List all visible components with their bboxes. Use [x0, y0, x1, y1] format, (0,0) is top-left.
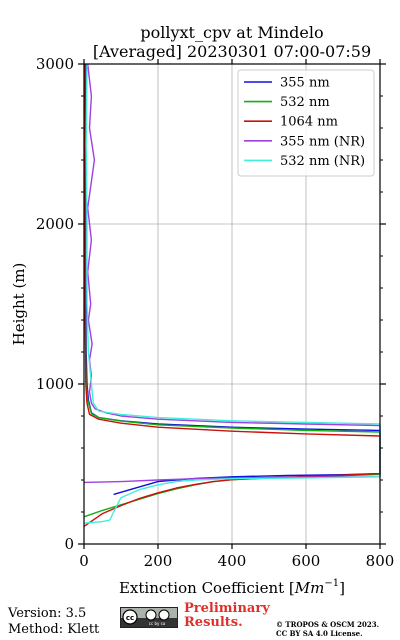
series-line: [83, 63, 381, 484]
cc-icon: [122, 609, 138, 625]
x-tick-label: 0: [79, 552, 89, 570]
copyright-line-2: CC BY SA 4.0 License.: [276, 629, 363, 638]
cc-license-badge: cc cc by sa: [120, 607, 178, 628]
y-tick-label: 0: [64, 535, 74, 553]
x-axis-label-end: ]: [339, 579, 345, 597]
chart: pollyxt_cpv at Mindelo [Averaged] 202303…: [10, 23, 395, 597]
ticks: 0 200 400 600 800 0 1000 2000 3000: [36, 55, 395, 570]
x-axis-label-text: Extinction Coefficient [: [119, 579, 295, 597]
svg-text:cc: cc: [126, 614, 134, 622]
y-axis-label: Height (m): [10, 263, 28, 346]
chart-title: pollyxt_cpv at Mindelo: [140, 23, 323, 42]
x-tick-label: 400: [218, 552, 247, 570]
x-tick-label: 800: [366, 552, 395, 570]
legend-label: 355 nm (NR): [280, 134, 365, 149]
by-icon: [145, 609, 157, 621]
legend-label: 355 nm: [280, 76, 330, 91]
license-badge-text: cc by sa: [149, 621, 166, 626]
copyright-text: © TROPOS & OSCM 2023. CC BY SA 4.0 Licen…: [276, 620, 379, 638]
legend-label: 532 nm (NR): [280, 154, 365, 169]
legend: 355 nm 532 nm 1064 nm 355 nm (NR) 532 nm (NR…: [237, 69, 375, 177]
x-tick-label: 600: [292, 552, 321, 570]
y-tick-label: 2000: [36, 215, 74, 233]
x-tick-label: 200: [144, 552, 173, 570]
method-text: Method: Klett: [8, 622, 100, 637]
version-text: Version: 3.5: [8, 606, 87, 621]
x-axis-label-unit: Mm: [294, 579, 325, 597]
sa-icon: [158, 609, 170, 621]
y-tick-label: 1000: [36, 375, 74, 393]
x-axis-label: Extinction Coefficient [Mm−1]: [119, 578, 345, 597]
preliminary-results-text: Preliminary Results.: [184, 602, 270, 630]
legend-label: 532 nm: [280, 95, 330, 110]
x-axis-label-exponent: −1: [324, 578, 339, 589]
chart-subtitle: [Averaged] 20230301 07:00-07:59: [93, 42, 371, 61]
legend-label: 1064 nm: [280, 115, 338, 130]
preliminary-line-1: Preliminary: [184, 601, 270, 616]
copyright-line-1: © TROPOS & OSCM 2023.: [276, 620, 380, 629]
legend-box: [237, 69, 375, 177]
y-tick-label: 3000: [36, 55, 74, 73]
preliminary-line-2: Results.: [184, 615, 243, 630]
